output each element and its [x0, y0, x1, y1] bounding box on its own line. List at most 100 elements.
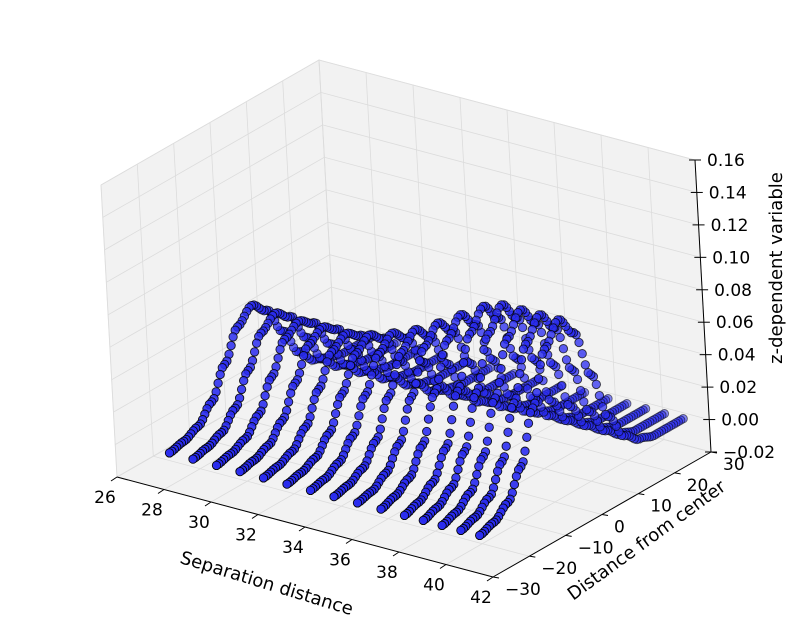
x-tick-label: 36 — [329, 551, 351, 571]
data-point — [490, 474, 501, 485]
data-point — [164, 448, 175, 458]
data-point — [554, 369, 564, 380]
x-tick-label: 30 — [188, 513, 210, 533]
z-tick-label: 0.08 — [714, 281, 752, 301]
z-tick-label: 0.12 — [711, 216, 749, 236]
data-point — [307, 403, 317, 413]
data-point — [226, 340, 236, 351]
data-point — [436, 362, 446, 372]
data-point — [296, 359, 307, 370]
data-point — [322, 357, 332, 367]
data-point — [388, 380, 398, 390]
data-point — [506, 403, 517, 413]
data-point — [511, 471, 522, 481]
z-gridline — [109, 221, 705, 348]
z-tick-label: 0.00 — [721, 411, 759, 431]
z-gridline — [107, 189, 703, 316]
data-point — [352, 498, 363, 508]
data-point — [600, 409, 611, 420]
data-point — [425, 402, 435, 412]
data-point — [447, 415, 457, 425]
data-point — [332, 399, 343, 410]
data-point — [411, 378, 421, 389]
data-point — [520, 446, 530, 456]
data-point — [501, 441, 511, 451]
data-points — [164, 300, 688, 541]
data-point — [582, 404, 592, 415]
y-tick — [565, 534, 572, 537]
data-point — [458, 358, 469, 368]
y-tick-label: 30 — [723, 455, 745, 475]
data-point — [450, 391, 461, 401]
data-point — [477, 359, 487, 369]
z-gridline — [106, 156, 701, 283]
data-point — [399, 510, 410, 521]
z-gridline — [115, 319, 710, 445]
data-point — [343, 369, 354, 380]
data-point — [580, 360, 590, 370]
data-point — [262, 382, 272, 392]
data-point — [329, 491, 339, 502]
data-point — [356, 401, 366, 411]
x-tick — [110, 476, 118, 482]
data-point — [544, 394, 554, 405]
y-tick-label: 0 — [614, 518, 625, 538]
data-point — [525, 408, 536, 418]
data-point — [472, 469, 482, 480]
data-point — [413, 367, 423, 377]
data-point — [513, 382, 523, 393]
data-point — [354, 411, 364, 421]
data-point — [474, 461, 484, 471]
data-point — [437, 350, 448, 360]
data-point — [404, 395, 414, 406]
data-point — [400, 415, 411, 425]
data-point — [518, 344, 529, 354]
y-tick-label: −30 — [505, 580, 541, 600]
data-point — [414, 355, 425, 366]
data-point — [533, 374, 544, 384]
data-point — [273, 353, 283, 363]
data-point — [215, 369, 225, 380]
data-point — [545, 358, 556, 368]
data-point — [536, 327, 547, 338]
data-point — [434, 460, 444, 471]
data-point — [455, 456, 465, 466]
x-tick — [204, 501, 212, 507]
data-point — [505, 413, 515, 423]
data-point — [591, 379, 601, 390]
x-tick — [486, 576, 494, 582]
data-point — [515, 369, 525, 379]
data-point — [283, 397, 294, 407]
x-tick-label: 38 — [376, 563, 398, 583]
data-point — [213, 378, 223, 388]
data-point — [475, 530, 485, 541]
data-point — [457, 371, 467, 381]
data-point — [560, 392, 570, 402]
x-tick-label: 34 — [282, 538, 304, 558]
data-point — [479, 345, 489, 355]
data-point — [555, 332, 565, 343]
y-tick-label: −20 — [541, 559, 577, 579]
data-point — [418, 515, 428, 526]
z-tick-label: 0.02 — [719, 378, 757, 398]
x-tick-label: 26 — [94, 488, 116, 508]
x-tick-label: 32 — [235, 526, 257, 546]
y-tick-label: −10 — [578, 538, 614, 558]
z-tick-label: 0.04 — [718, 346, 756, 366]
z-axis-line — [694, 159, 712, 453]
data-point — [236, 384, 247, 395]
z-gridline — [100, 59, 696, 186]
x-tick-label: 28 — [141, 501, 163, 521]
data-point — [436, 452, 446, 463]
data-point — [434, 374, 444, 384]
data-point — [557, 380, 567, 391]
data-point — [402, 404, 412, 414]
data-point — [561, 355, 572, 365]
data-point — [251, 338, 262, 348]
x-tick — [439, 564, 447, 569]
data-point — [488, 398, 498, 408]
data-point — [494, 377, 504, 388]
z-tick-label: 0.06 — [716, 313, 754, 333]
data-point — [375, 424, 385, 434]
